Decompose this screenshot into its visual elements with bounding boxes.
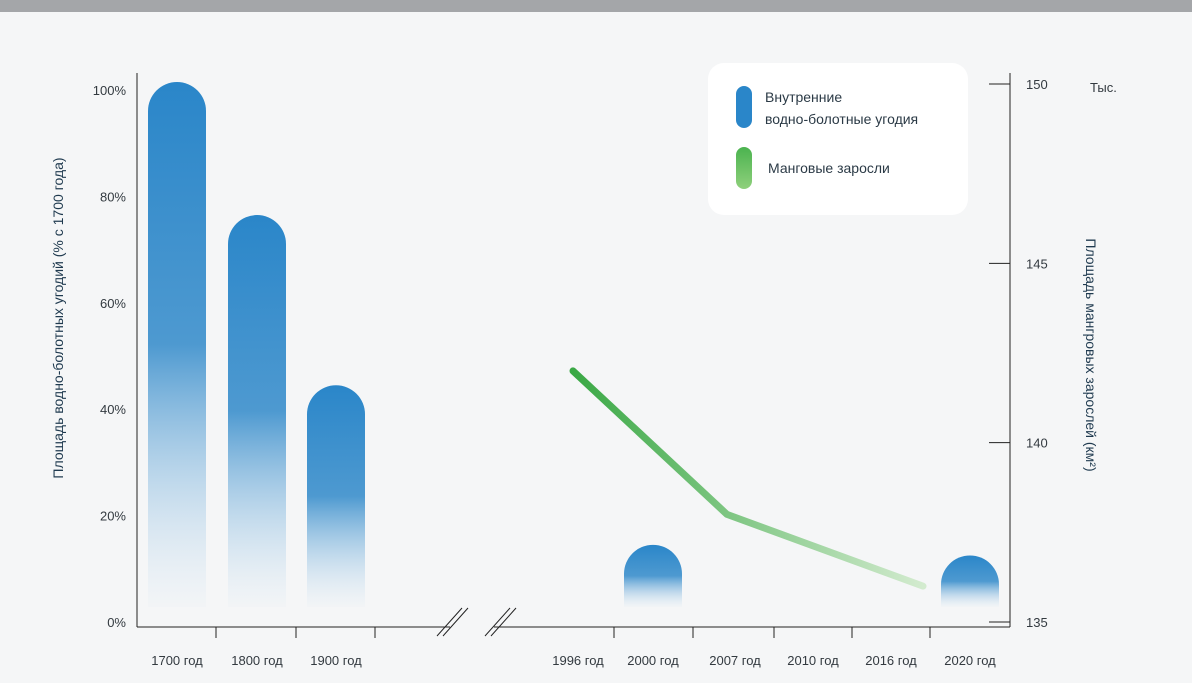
left-axis-tick-label: 20% xyxy=(100,509,126,524)
right-axis-tick-label: 140 xyxy=(1026,436,1048,451)
x-axis-tick-label: 2007 год xyxy=(709,653,761,668)
axis-break-mark xyxy=(490,607,517,637)
legend-label-mangroves: Манговые заросли xyxy=(768,160,890,176)
legend: Внутренние водно-болотные угодия Манговы… xyxy=(708,63,968,215)
legend-swatch-mangroves xyxy=(736,147,752,189)
right-axis-tick-label: 150 xyxy=(1026,77,1048,92)
left-axis-tick-label: 40% xyxy=(100,402,126,417)
right-axis-tick-label: 135 xyxy=(1026,615,1048,630)
bar-wetlands xyxy=(941,555,999,607)
bar-wetlands xyxy=(148,82,206,607)
x-axis-tick-label: 1996 год xyxy=(552,653,604,668)
left-axis-tick-label: 60% xyxy=(100,296,126,311)
bar-wetlands xyxy=(624,544,682,607)
x-axis-tick-label: 2010 год xyxy=(787,653,839,668)
right-axis-tick-label: 145 xyxy=(1026,256,1048,271)
x-axis-tick-label: 1700 год xyxy=(151,653,203,668)
left-axis-tick-label: 100% xyxy=(93,83,127,98)
legend-box xyxy=(708,63,968,215)
axis-break-mark xyxy=(442,607,469,637)
top-bar xyxy=(0,0,1192,12)
x-axis-tick-label: 2000 год xyxy=(627,653,679,668)
right-axis-unit: Тыс. xyxy=(1090,80,1117,95)
x-axis-tick-label: 1800 год xyxy=(231,653,283,668)
right-axis-title: Площадь мангровых зарослей (км²) xyxy=(1083,238,1099,471)
x-axis-tick-label: 1900 год xyxy=(310,653,362,668)
left-axis-tick-label: 80% xyxy=(100,189,126,204)
legend-swatch-wetlands xyxy=(736,86,752,128)
legend-label-wetlands-line2: водно-болотные угодия xyxy=(765,111,918,127)
x-axis-tick-label: 2016 год xyxy=(865,653,917,668)
bar-wetlands xyxy=(228,215,286,607)
axis-break-mark xyxy=(436,607,463,637)
bar-wetlands xyxy=(307,385,365,607)
x-axis-tick-label: 2020 год xyxy=(944,653,996,668)
legend-label-wetlands-line1: Внутренние xyxy=(765,89,842,105)
axis-break-mark xyxy=(484,607,511,637)
left-axis-title: Площадь водно-болотных угодий (% с 1700 … xyxy=(50,157,66,478)
left-axis-tick-label: 0% xyxy=(107,615,126,630)
line-mangroves xyxy=(569,367,927,590)
